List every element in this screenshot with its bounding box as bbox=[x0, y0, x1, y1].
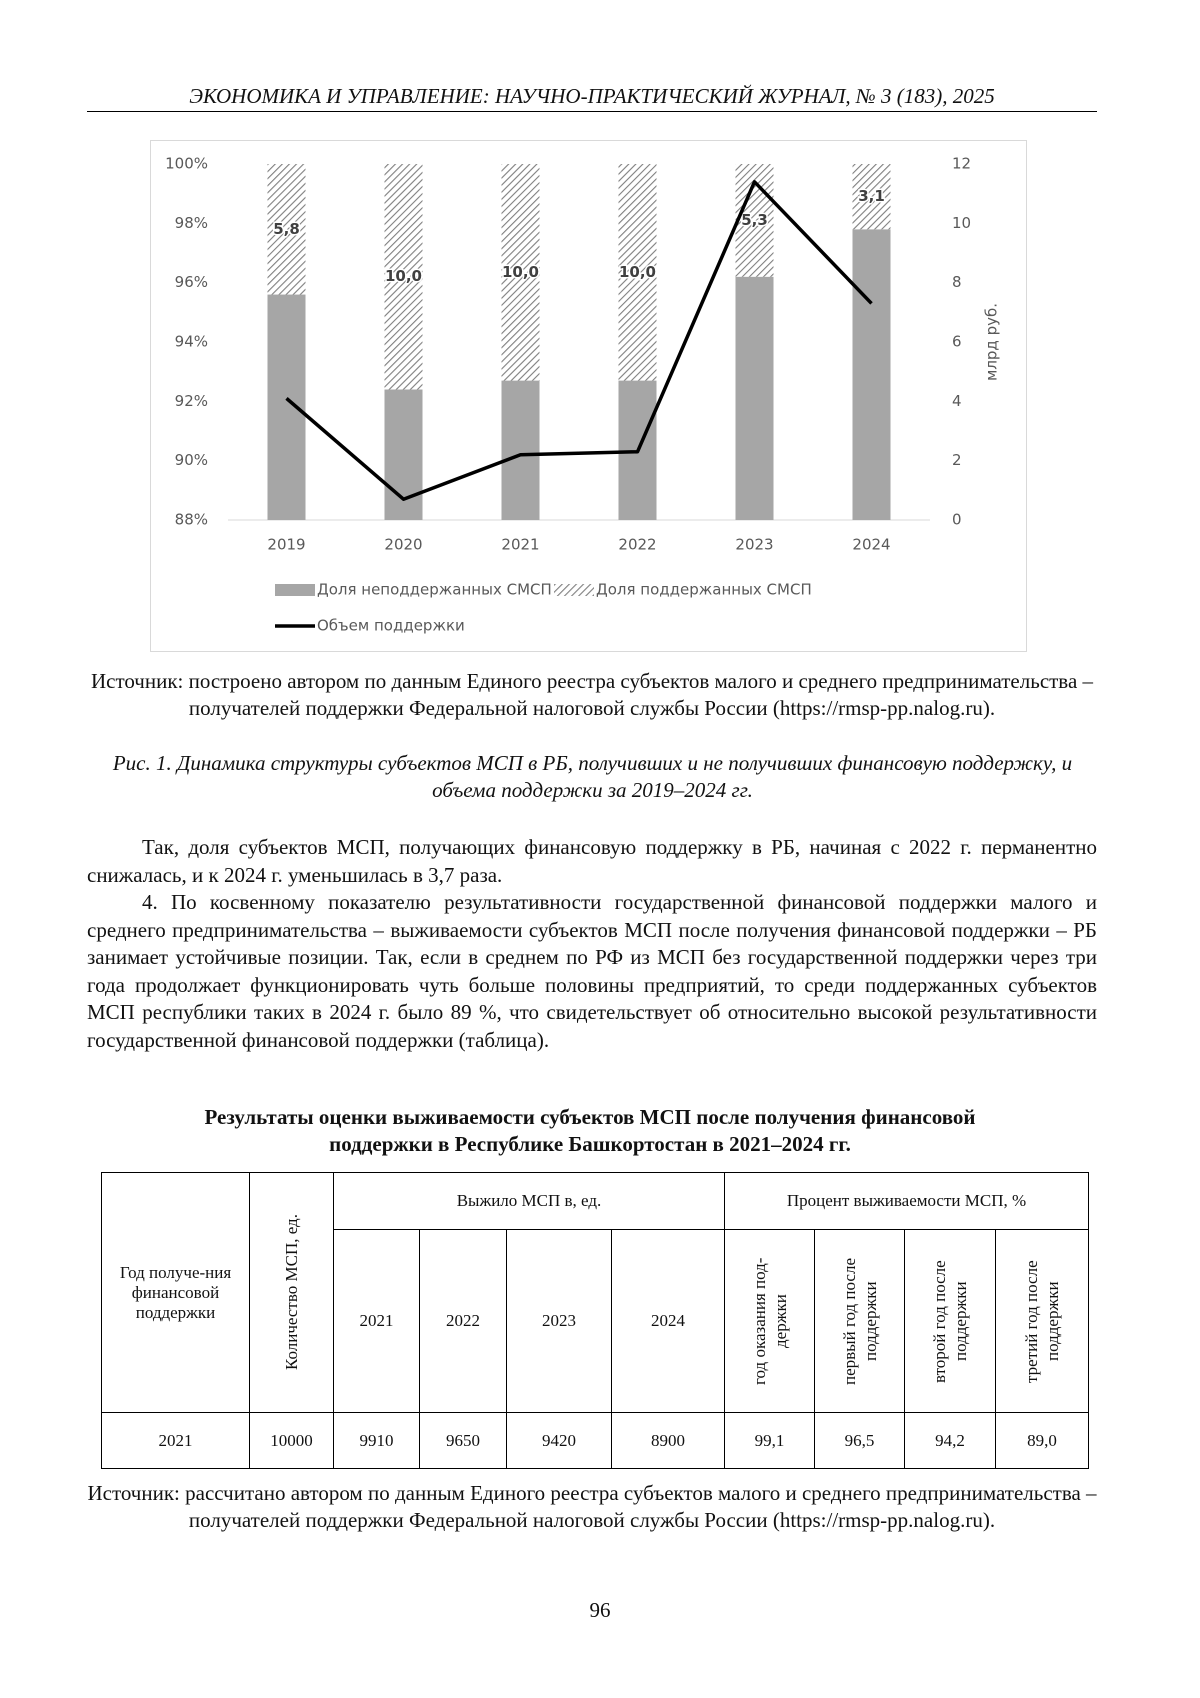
bar-segment bbox=[268, 295, 306, 520]
table-cell: 9420 bbox=[507, 1413, 612, 1469]
table-row: 202110000991096509420890099,196,594,289,… bbox=[102, 1413, 1089, 1469]
figure-caption: Рис. 1. Динамика структуры субъектов МСП… bbox=[95, 750, 1090, 804]
table-cell: 96,5 bbox=[815, 1413, 905, 1469]
bar-label: 5,3 bbox=[741, 211, 768, 229]
table-subheader-text: год оказания под-держки bbox=[749, 1239, 791, 1404]
table-subheader: второй год после поддержки bbox=[905, 1230, 996, 1413]
table-header: Год получе-ния финансовой поддержки bbox=[102, 1173, 250, 1413]
legend-label: Объем поддержки bbox=[317, 617, 465, 635]
table-subheader: 2023 bbox=[507, 1230, 612, 1413]
table-cell: 9650 bbox=[420, 1413, 507, 1469]
x-tick-label: 2019 bbox=[267, 536, 305, 554]
y-tick-label: 94% bbox=[175, 333, 208, 351]
table-source: Источник: рассчитано автором по данным Е… bbox=[87, 1480, 1097, 1534]
table-title: Результаты оценки выживаемости субъектов… bbox=[200, 1104, 980, 1158]
bar-segment bbox=[502, 381, 540, 520]
y2-tick-label: 8 bbox=[952, 273, 962, 291]
table-subheader: 2022 bbox=[420, 1230, 507, 1413]
table-cell: 2021 bbox=[102, 1413, 250, 1469]
x-tick-label: 2020 bbox=[384, 536, 422, 554]
body-text: Так, доля субъектов МСП, получающих фина… bbox=[87, 834, 1097, 1054]
table-header: Количество МСП, ед. bbox=[250, 1173, 334, 1413]
paragraph: 4. По косвенному показателю результативн… bbox=[87, 889, 1097, 1054]
figure-source: Источник: построено автором по данным Ед… bbox=[87, 668, 1097, 722]
table-cell: 10000 bbox=[250, 1413, 334, 1469]
y2-tick-label: 0 bbox=[952, 511, 962, 529]
bar-label: 10,0 bbox=[385, 267, 422, 285]
x-tick-label: 2023 bbox=[735, 536, 773, 554]
y2-tick-label: 2 bbox=[952, 451, 962, 469]
table-header-text: Количество МСП, ед. bbox=[281, 1180, 302, 1405]
journal-header: ЭКОНОМИКА И УПРАВЛЕНИЕ: НАУЧНО-ПРАКТИЧЕС… bbox=[87, 84, 1097, 112]
bar-label: 3,1 bbox=[858, 187, 885, 205]
table-cell: 89,0 bbox=[996, 1413, 1089, 1469]
paragraph: Так, доля субъектов МСП, получающих фина… bbox=[87, 834, 1097, 889]
page-number: 96 bbox=[0, 1598, 1200, 1623]
chart: млрд руб. 88% 90% 92% 94% 96% 98% 100% 0 2 4 6 8 10 1… bbox=[150, 140, 1027, 652]
table-subheader-text: второй год после поддержки bbox=[929, 1239, 971, 1404]
legend-label: Доля поддержанных СМСП bbox=[596, 581, 812, 599]
y2-tick-label: 4 bbox=[952, 392, 962, 410]
table-subheader: первый год после поддержки bbox=[815, 1230, 905, 1413]
bar-label: 5,8 bbox=[273, 220, 300, 238]
bar-segment bbox=[736, 277, 774, 520]
table-subheader-text: третий год после поддержки bbox=[1021, 1239, 1063, 1404]
table: Год получе-ния финансовой поддержки Коли… bbox=[101, 1172, 1089, 1469]
legend-swatch bbox=[275, 584, 315, 596]
y-tick-label: 88% bbox=[175, 511, 208, 529]
bar-segment bbox=[853, 229, 891, 520]
table-subheader-text: первый год после поддержки bbox=[839, 1239, 881, 1404]
table-header: Процент выживаемости МСП, % bbox=[725, 1173, 1089, 1230]
bar-label: 10,0 bbox=[619, 263, 656, 281]
y2-tick-label: 6 bbox=[952, 333, 962, 351]
y-tick-label: 96% bbox=[175, 273, 208, 291]
y-tick-label: 92% bbox=[175, 392, 208, 410]
table-cell: 8900 bbox=[612, 1413, 725, 1469]
y-tick-label: 98% bbox=[175, 214, 208, 232]
table-subheader: 2021 bbox=[334, 1230, 420, 1413]
y2-tick-label: 10 bbox=[952, 214, 971, 232]
y-tick-label: 100% bbox=[165, 155, 208, 173]
table-subheader: 2024 bbox=[612, 1230, 725, 1413]
line-series bbox=[287, 182, 872, 499]
y2-tick-label: 12 bbox=[952, 155, 971, 173]
legend-swatch bbox=[554, 584, 594, 596]
legend-label: Доля неподдержанных СМСП bbox=[317, 581, 552, 599]
bar-label: 10,0 bbox=[502, 263, 539, 281]
table-cell: 94,2 bbox=[905, 1413, 996, 1469]
x-tick-label: 2024 bbox=[852, 536, 890, 554]
y2-axis-title: млрд руб. bbox=[983, 303, 1001, 381]
table-subheader: третий год после поддержки bbox=[996, 1230, 1089, 1413]
table-subheader: год оказания под-держки bbox=[725, 1230, 815, 1413]
x-tick-label: 2021 bbox=[501, 536, 539, 554]
x-tick-label: 2022 bbox=[618, 536, 656, 554]
table-cell: 9910 bbox=[334, 1413, 420, 1469]
table-header: Выжило МСП в, ед. bbox=[334, 1173, 725, 1230]
y-tick-label: 90% bbox=[175, 451, 208, 469]
table-cell: 99,1 bbox=[725, 1413, 815, 1469]
